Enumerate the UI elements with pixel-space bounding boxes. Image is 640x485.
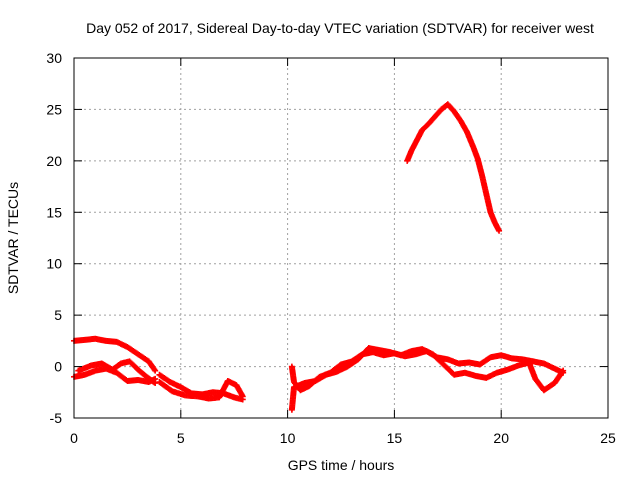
x-tick-label: 20: [493, 430, 509, 446]
plot-frame: [73, 57, 609, 419]
x-tick-label: 0: [70, 430, 78, 446]
data-point-marker: [152, 380, 159, 387]
data-points: [71, 101, 567, 413]
x-tick-label: 25: [600, 430, 616, 446]
data-series: [288, 345, 567, 413]
data-series: [71, 335, 159, 374]
y-tick-label: 15: [46, 204, 62, 220]
data-point-marker: [560, 367, 567, 374]
x-tick-label: 10: [280, 430, 296, 446]
y-tick-label: 30: [46, 50, 62, 66]
y-tick-label: 20: [46, 153, 62, 169]
axis-tick-labels: 0 5 10 15 20 25 -5 0 5 10 15 20 25 30: [46, 50, 616, 446]
y-tick-label: -5: [50, 410, 63, 426]
data-point-marker: [152, 367, 159, 374]
y-tick-label: 25: [46, 101, 62, 117]
data-point-marker: [496, 227, 503, 234]
data-series: [156, 377, 246, 402]
data-point-marker: [151, 366, 158, 373]
data-series: [404, 101, 503, 234]
data-point-marker: [239, 393, 246, 400]
axis-ticks: [73, 57, 609, 419]
y-tick-label: 0: [54, 359, 62, 375]
chart-title: Day 052 of 2017, Sidereal Day-to-day VTE…: [86, 20, 594, 36]
data-series: [75, 358, 159, 387]
x-tick-label: 5: [177, 430, 185, 446]
x-axis-label: GPS time / hours: [288, 457, 395, 473]
y-axis-label: SDTVAR / TECUs: [5, 182, 21, 294]
y-tick-label: 5: [54, 307, 62, 323]
x-tick-label: 15: [387, 430, 403, 446]
y-tick-label: 10: [46, 256, 62, 272]
